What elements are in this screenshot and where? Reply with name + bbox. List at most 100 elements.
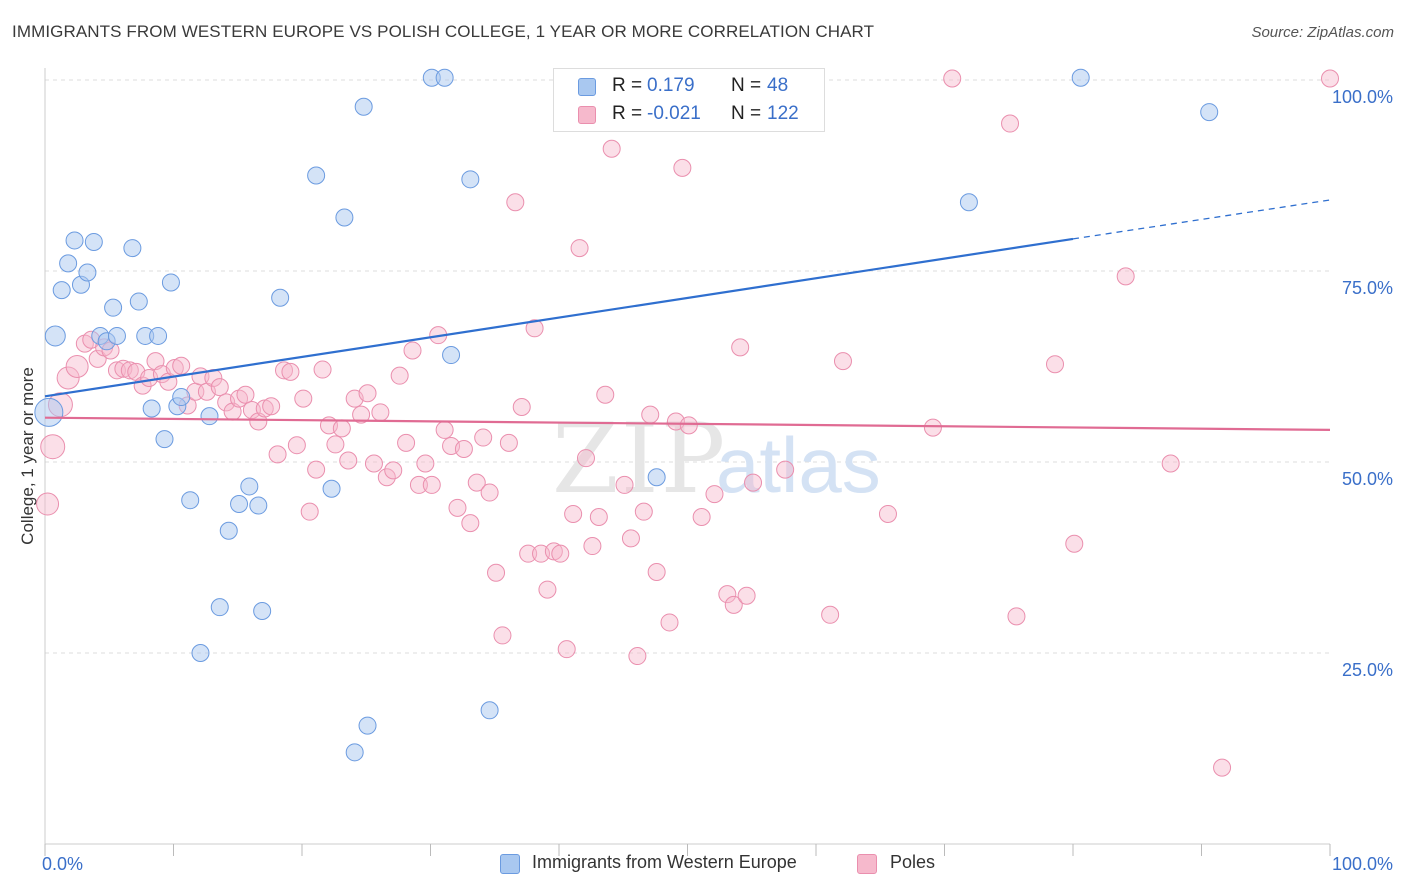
poles-point	[455, 441, 472, 458]
western-europe-point	[436, 69, 453, 86]
poles-point	[417, 455, 434, 472]
western-europe-point	[1072, 69, 1089, 86]
y-tick-label: 100.0%	[1332, 87, 1393, 107]
western-europe-point	[648, 469, 665, 486]
poles-point	[359, 385, 376, 402]
western-europe-point	[346, 744, 363, 761]
poles-point	[340, 452, 357, 469]
western-europe-point	[254, 602, 271, 619]
western-europe-point	[45, 326, 65, 346]
legend-row-poles: R = -0.021 N = 122	[554, 100, 824, 128]
scatter-chart: ZIP atlas 25.0%50.0%75.0%100.0%0.0% 100.0…	[0, 0, 1406, 892]
western-europe-point	[462, 171, 479, 188]
poles-point	[648, 564, 665, 581]
poles-point	[462, 515, 479, 532]
western-europe-point	[156, 431, 173, 448]
poles-point	[423, 476, 440, 493]
western-europe-point	[272, 289, 289, 306]
poles-point	[565, 505, 582, 522]
western-europe-point	[108, 327, 125, 344]
poles-point	[1117, 268, 1134, 285]
poles-point	[365, 455, 382, 472]
western-europe-point	[124, 240, 141, 257]
poles-point	[597, 386, 614, 403]
poles-point	[738, 587, 755, 604]
poles-point	[237, 386, 254, 403]
legend-r-value: 0.179	[647, 75, 695, 97]
poles-point	[391, 367, 408, 384]
poles-point	[1162, 455, 1179, 472]
poles-point	[693, 509, 710, 526]
legend-r-label: R =	[612, 103, 642, 125]
western-europe-point	[355, 98, 372, 115]
western-europe-point	[143, 400, 160, 417]
poles-point	[629, 648, 646, 665]
poles-point	[263, 398, 280, 415]
poles-point	[603, 140, 620, 157]
poles-point	[1008, 608, 1025, 625]
poles-point	[333, 420, 350, 437]
poles-point	[295, 390, 312, 407]
x-tick-label: 100.0%	[1332, 854, 1393, 874]
poles-point	[616, 476, 633, 493]
legend-swatch-pink	[578, 106, 596, 124]
western-europe-trend-extension	[1073, 200, 1330, 239]
poles-point	[944, 70, 961, 87]
western-europe-point	[220, 522, 237, 539]
poles-point	[1002, 115, 1019, 132]
bottom-legend-label-poles: Poles	[890, 852, 935, 873]
western-europe-point	[336, 209, 353, 226]
poles-point	[513, 398, 530, 415]
western-europe-point	[66, 232, 83, 249]
bottom-legend-swatch-pink	[857, 854, 877, 874]
poles-point	[494, 627, 511, 644]
western-europe-point	[105, 299, 122, 316]
poles-point	[282, 363, 299, 380]
y-tick-label: 25.0%	[1342, 660, 1393, 680]
watermark-atlas: atlas	[716, 421, 881, 509]
poles-point	[398, 434, 415, 451]
poles-point	[571, 240, 588, 257]
legend-swatch-blue	[578, 78, 596, 96]
bottom-legend-swatch-blue	[500, 854, 520, 874]
legend-n-value: 122	[767, 103, 799, 125]
western-europe-point	[182, 492, 199, 509]
western-europe-point	[960, 194, 977, 211]
poles-point	[622, 530, 639, 547]
poles-point	[584, 538, 601, 555]
y-tick-label: 50.0%	[1342, 469, 1393, 489]
poles-point	[436, 421, 453, 438]
poles-point	[488, 564, 505, 581]
western-europe-point	[53, 282, 70, 299]
poles-point	[404, 342, 421, 359]
poles-point	[500, 434, 517, 451]
legend-n-label: N =	[731, 103, 761, 125]
poles-point	[507, 194, 524, 211]
poles-point	[37, 493, 59, 515]
poles-point	[66, 356, 88, 378]
poles-point	[924, 419, 941, 436]
western-europe-point	[359, 717, 376, 734]
poles-point	[706, 486, 723, 503]
western-europe-point	[231, 496, 248, 513]
poles-point	[372, 404, 389, 421]
poles-point	[475, 429, 492, 446]
western-europe-point	[308, 167, 325, 184]
poles-point	[449, 499, 466, 516]
poles-point	[732, 339, 749, 356]
legend-r-label: R =	[612, 75, 642, 97]
poles-point	[661, 614, 678, 631]
poles-point	[173, 357, 190, 374]
poles-point	[385, 462, 402, 479]
poles-point	[590, 509, 607, 526]
poles-point	[314, 361, 331, 378]
western-europe-point	[130, 293, 147, 310]
poles-point	[577, 450, 594, 467]
western-europe-point	[35, 398, 63, 426]
western-europe-point	[150, 327, 167, 344]
poles-point	[834, 353, 851, 370]
poles-point	[680, 417, 697, 434]
poles-point	[822, 606, 839, 623]
legend-r-value: -0.021	[647, 103, 701, 125]
poles-point	[481, 484, 498, 501]
